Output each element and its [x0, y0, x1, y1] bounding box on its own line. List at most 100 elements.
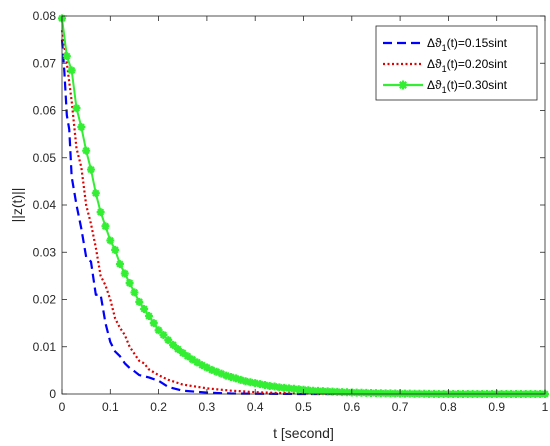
- data-point: [101, 222, 110, 231]
- series-1: [60, 39, 545, 396]
- legend-label: Δϑ1(t)=0.15sint: [427, 36, 508, 53]
- data-point: [173, 345, 182, 354]
- x-tick-label: 0.4: [247, 400, 264, 414]
- data-point: [91, 189, 100, 198]
- x-tick-label: 0.1: [102, 400, 119, 414]
- legend-entry-3: Δϑ1(t)=0.30sint: [383, 78, 508, 95]
- data-point: [198, 361, 207, 370]
- data-point: [178, 348, 187, 357]
- data-point: [342, 388, 351, 397]
- ticks-layer: 0 0.1 0.2 0.3 0.4 0.5 0.6 0.7 0.8 0.9 1 0 0.01 0.02 0.…: [33, 9, 549, 414]
- y-tick-label: 0.02: [33, 293, 57, 307]
- data-point: [241, 377, 250, 386]
- data-point: [212, 367, 221, 376]
- series-line: [60, 39, 545, 396]
- series-2: [60, 30, 545, 396]
- data-point: [285, 384, 294, 393]
- data-point: [265, 381, 274, 390]
- data-point: [280, 383, 289, 392]
- y-tick-label: 0.08: [33, 9, 57, 23]
- data-point: [275, 383, 284, 392]
- legend-label: Δϑ1(t)=0.30sint: [427, 78, 508, 95]
- data-point: [72, 104, 81, 113]
- data-point: [202, 363, 211, 372]
- y-tick-label: 0.06: [33, 104, 57, 118]
- x-tick-label: 0.6: [343, 400, 360, 414]
- data-point: [207, 365, 216, 374]
- x-tick-label: 0.7: [392, 400, 409, 414]
- x-tick-label: 1: [542, 400, 549, 414]
- data-point: [183, 352, 192, 361]
- legend-entry-1: Δϑ1(t)=0.15sint: [383, 36, 508, 53]
- x-tick-label: 0.9: [488, 400, 505, 414]
- data-point: [323, 387, 332, 396]
- data-point: [318, 387, 327, 396]
- data-point: [270, 382, 279, 391]
- y-tick-label: 0.01: [33, 340, 57, 354]
- data-point: [381, 389, 390, 398]
- data-point: [309, 386, 318, 395]
- legend-marker: [398, 80, 408, 90]
- data-point: [164, 336, 173, 345]
- data-point: [193, 358, 202, 367]
- data-point: [391, 389, 400, 398]
- data-point: [246, 378, 255, 387]
- data-point: [149, 319, 158, 328]
- data-point: [144, 312, 153, 321]
- y-tick-label: 0.05: [33, 151, 57, 165]
- data-point: [362, 388, 371, 397]
- data-point: [313, 386, 322, 395]
- x-tick-label: 0.5: [295, 400, 312, 414]
- data-point: [357, 388, 366, 397]
- data-point: [159, 330, 168, 339]
- x-tick-label: 0.8: [440, 400, 457, 414]
- data-point: [256, 380, 265, 389]
- data-point: [231, 374, 240, 383]
- data-point: [86, 165, 95, 174]
- data-point: [67, 66, 76, 75]
- data-point: [260, 381, 269, 390]
- data-point: [217, 369, 226, 378]
- data-point: [115, 260, 124, 269]
- data-point: [294, 385, 303, 394]
- data-point: [251, 379, 260, 388]
- x-tick-label: 0.2: [150, 400, 167, 414]
- data-point: [106, 236, 115, 245]
- x-tick-label: 0.3: [199, 400, 216, 414]
- data-point: [236, 375, 245, 384]
- data-point: [289, 384, 298, 393]
- y-axis-label: ||z(t)||: [9, 188, 25, 223]
- data-point: [154, 326, 163, 335]
- data-point: [304, 386, 313, 395]
- data-point: [376, 389, 385, 398]
- y-tick-label: 0: [49, 387, 56, 401]
- legend-entry-2: Δϑ1(t)=0.20sint: [383, 57, 508, 74]
- y-tick-label: 0.07: [33, 56, 57, 70]
- data-point: [169, 340, 178, 349]
- y-tick-label: 0.04: [33, 198, 57, 212]
- x-tick-label: 0: [59, 400, 66, 414]
- data-point: [82, 146, 91, 155]
- data-point: [77, 123, 86, 132]
- y-tick-label: 0.03: [33, 245, 57, 259]
- data-point: [130, 288, 139, 297]
- data-point: [62, 52, 71, 61]
- legend: Δϑ1(t)=0.15sint Δϑ1(t)=0.20sint Δϑ1(t)=0.3…: [375, 25, 538, 101]
- data-point: [352, 388, 361, 397]
- data-point: [333, 387, 342, 396]
- data-point: [111, 245, 120, 254]
- data-point: [367, 389, 376, 398]
- data-point: [338, 388, 347, 397]
- data-point: [135, 297, 144, 306]
- data-point: [328, 387, 337, 396]
- legend-label: Δϑ1(t)=0.20sint: [427, 57, 508, 74]
- data-point: [227, 372, 236, 381]
- data-point: [140, 304, 149, 313]
- data-point: [120, 269, 129, 278]
- data-point: [125, 278, 134, 287]
- series-line: [60, 30, 545, 396]
- x-axis-label: t [second]: [273, 425, 334, 441]
- legend-items: Δϑ1(t)=0.15sint Δϑ1(t)=0.20sint Δϑ1(t)=0.3…: [383, 36, 508, 95]
- data-point: [96, 208, 105, 217]
